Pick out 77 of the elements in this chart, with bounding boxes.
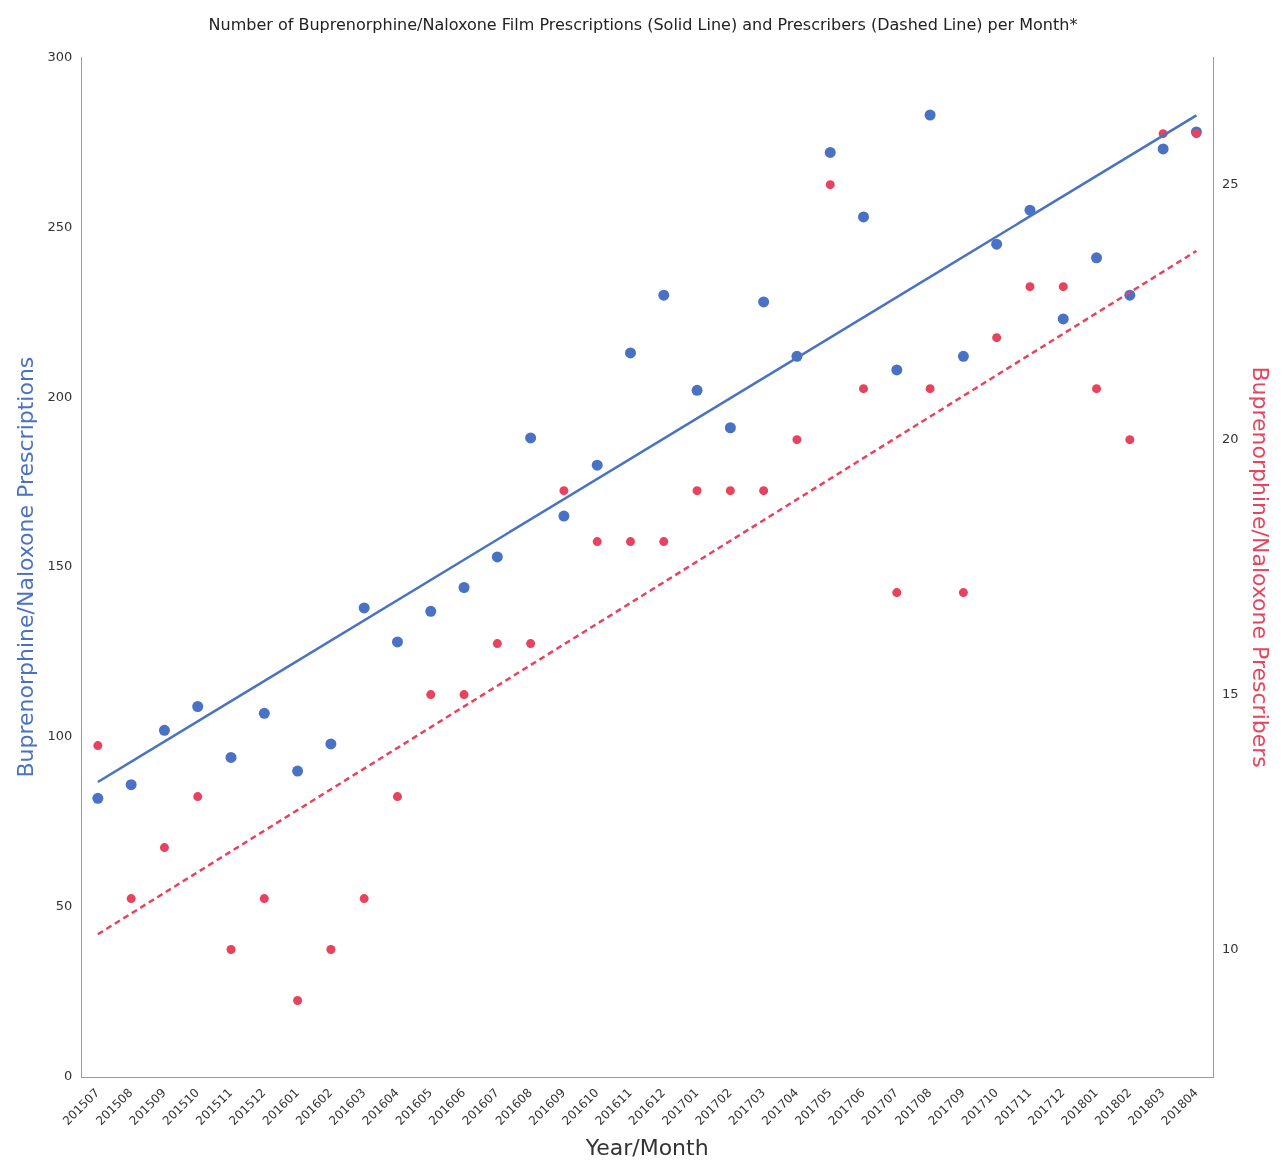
point (359, 894, 369, 904)
point (858, 211, 870, 223)
point (624, 347, 636, 359)
point (192, 700, 204, 712)
point (759, 486, 769, 496)
point (259, 894, 269, 904)
point (92, 792, 104, 804)
point (125, 779, 137, 791)
y2-tick-label: 10 (1222, 940, 1239, 956)
point (924, 109, 936, 121)
point (159, 843, 169, 853)
y-tick-label: 300 (47, 48, 73, 64)
point (525, 432, 537, 444)
point (425, 605, 437, 617)
point (391, 636, 403, 648)
point (925, 384, 935, 394)
x-axis-title: Year/Month (584, 1134, 709, 1160)
point (957, 350, 969, 362)
y2-tick-label: 15 (1222, 685, 1239, 701)
y2-tick-label: 20 (1222, 431, 1239, 447)
point (691, 384, 703, 396)
point (658, 289, 670, 301)
point (1057, 313, 1069, 325)
point (459, 690, 469, 700)
point (193, 792, 203, 802)
point (426, 690, 436, 700)
y2-axis-title: Buprenorphine/Naloxone Prescribers (1248, 366, 1274, 768)
point (724, 422, 736, 434)
point (1091, 252, 1103, 264)
point (126, 894, 136, 904)
y-axis-title: Buprenorphine/Naloxone Prescriptions (12, 356, 38, 778)
y-tick-label: 150 (47, 558, 73, 574)
point (859, 384, 869, 394)
y-tick-label: 0 (63, 1068, 73, 1084)
point (358, 602, 370, 614)
chart-title: Number of Buprenorphine/Naloxone Film Prescriptions (Solid Line) and Prescribers (Dashed Line) per Month* (208, 14, 1078, 34)
point (1157, 143, 1169, 155)
point (891, 364, 903, 376)
point (158, 724, 170, 736)
y2-tick-label: 25 (1222, 176, 1239, 192)
y-tick-label: 100 (47, 728, 73, 744)
point (93, 741, 103, 751)
point (293, 996, 303, 1006)
point (1092, 384, 1102, 394)
point (526, 639, 536, 649)
point (292, 765, 304, 777)
point (458, 582, 470, 594)
point (825, 180, 835, 190)
point (659, 537, 669, 547)
point (592, 537, 602, 547)
point (492, 639, 502, 649)
point (992, 333, 1002, 343)
point (1025, 282, 1035, 292)
point (958, 588, 968, 598)
point (559, 486, 569, 496)
point (625, 537, 635, 547)
point (225, 751, 237, 763)
point (258, 707, 270, 719)
point (1125, 435, 1135, 445)
point (991, 238, 1003, 250)
y-tick-label: 50 (55, 898, 73, 914)
point (558, 510, 570, 522)
point (591, 459, 603, 471)
point (226, 945, 236, 955)
point (326, 945, 336, 955)
point (725, 486, 735, 496)
y-tick-label: 200 (47, 388, 73, 404)
point (792, 435, 802, 445)
point (325, 738, 337, 750)
point (692, 486, 702, 496)
point (1058, 282, 1068, 292)
y-tick-label: 250 (47, 218, 73, 234)
point (392, 792, 402, 802)
point (491, 551, 503, 563)
point (758, 296, 770, 308)
point (892, 588, 902, 598)
point (824, 146, 836, 158)
